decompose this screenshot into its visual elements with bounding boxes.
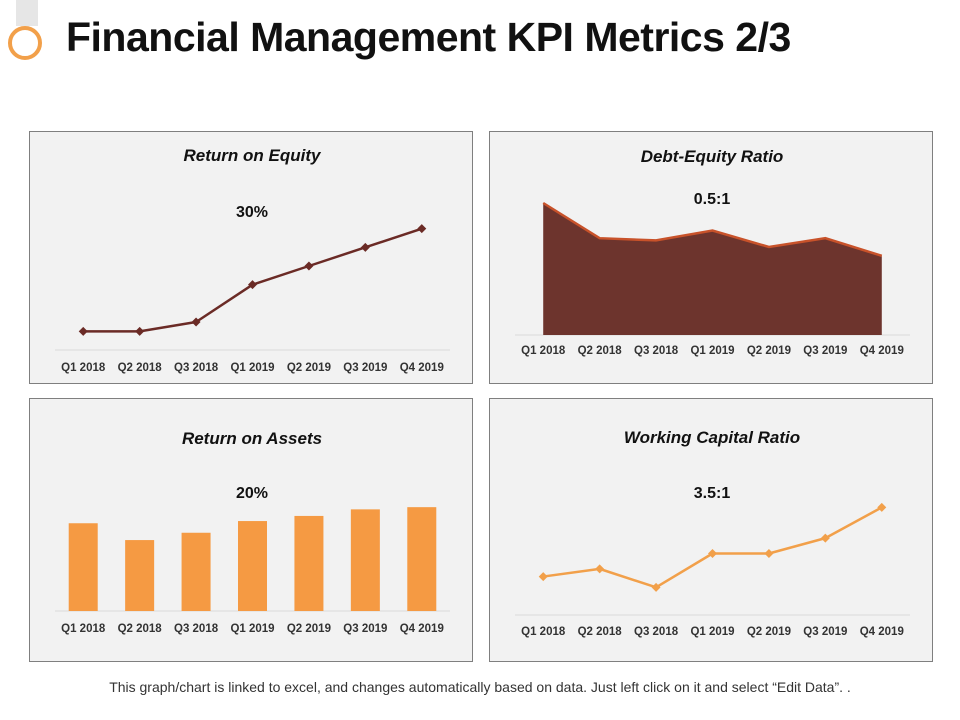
x-tick-label: Q3 2018 [174,623,219,635]
point-4 [248,280,257,290]
x-tick-label: Q1 2019 [230,623,274,635]
point-4 [708,549,717,558]
point-7 [877,502,887,512]
footer-note: This graph/chart is linked to excel, and… [109,679,851,695]
page-title: Financial Management KPI Metrics 2/3 [66,14,791,60]
series-line [543,506,883,589]
chart-debt-equity-ratio: Debt-Equity Ratio 0.5:1 Q1 2018 Q2 2018 Q3 2… [515,147,910,357]
point-1 [78,326,88,336]
x-tick-label: Q1 2019 [690,626,734,638]
x-tick-label: Q4 2019 [400,623,444,635]
x-tick-label: Q2 2018 [578,345,623,357]
chart-return-on-assets: Return on Assets 20% Q1 2018 Q2 2018 Q3 2018… [55,429,450,635]
point-2 [595,564,605,574]
x-tick-label: Q3 2019 [343,362,387,374]
point-7 [417,224,427,234]
chart-title: Return on Equity [184,146,322,165]
x-tick-label: Q3 2018 [634,345,679,357]
x-tick-label: Q3 2018 [174,362,219,374]
kpi-value: 0.5:1 [694,191,731,208]
bar-2 [125,540,155,611]
x-tick-label: Q1 2018 [521,626,566,638]
x-tick-label: Q4 2019 [860,626,904,638]
kpi-value: 3.5:1 [694,485,731,502]
panel-debt-equity-ratio[interactable]: Debt-Equity Ratio 0.5:1 Q1 2018 Q2 2018 Q3 2… [489,131,933,384]
x-tick-label: Q3 2019 [803,626,847,638]
x-tick-label: Q1 2018 [61,623,106,635]
point-2 [135,326,145,336]
bar-6 [350,509,380,611]
point-3 [191,317,201,327]
x-tick-label: Q2 2019 [287,362,331,374]
series-line [83,227,423,333]
panel-working-capital-ratio[interactable]: Working Capital Ratio 3.5:1 Q1 2018 Q2 2018… [489,398,933,662]
x-tick-label: Q2 2019 [287,623,331,635]
area-series [543,203,882,335]
point-6 [820,533,830,543]
bar-4 [238,521,267,611]
x-tick-label: Q2 2018 [118,362,163,374]
point-5 [764,549,774,558]
x-tick-label: Q2 2018 [578,626,623,638]
x-tick-label: Q4 2019 [400,362,444,374]
bar-3 [181,532,211,611]
point-6 [360,242,370,252]
point-5 [304,261,314,271]
x-tick-label: Q4 2019 [860,345,904,357]
x-tick-label: Q3 2019 [343,623,387,635]
x-tick-label: Q2 2019 [747,626,791,638]
panel-return-on-assets[interactable]: Return on Assets 20% Q1 2018 Q2 2018 Q3 2018… [29,398,473,662]
chart-working-capital-ratio: Working Capital Ratio 3.5:1 Q1 2018 Q2 2018… [515,428,910,638]
point-3 [651,582,661,592]
x-tick-label: Q1 2019 [690,345,734,357]
x-tick-label: Q1 2018 [61,362,106,374]
chart-title: Debt-Equity Ratio [641,147,784,166]
x-tick-label: Q1 2018 [521,345,566,357]
bar-5 [294,515,324,611]
chart-title: Working Capital Ratio [624,428,800,447]
x-tick-label: Q1 2019 [230,362,274,374]
top-accent-bar [16,0,38,26]
area-edge-line [542,201,883,257]
chart-return-on-equity: Return on Equity 30% Q1 2018 Q2 2018 Q3 2018… [55,146,450,374]
panel-return-on-equity[interactable]: Return on Equity 30% Q1 2018 Q2 2018 Q3 2018… [29,131,473,384]
x-tick-label: Q3 2018 [634,626,679,638]
title-circle-icon [8,26,42,60]
bar-7 [407,507,437,611]
x-tick-label: Q3 2019 [803,345,847,357]
bar-1 [68,523,98,611]
x-tick-label: Q2 2019 [747,345,791,357]
x-tick-label: Q2 2018 [118,623,163,635]
chart-title: Return on Assets [182,429,322,448]
kpi-value: 20% [236,485,268,502]
point-1 [538,572,548,582]
kpi-value: 30% [236,204,268,221]
